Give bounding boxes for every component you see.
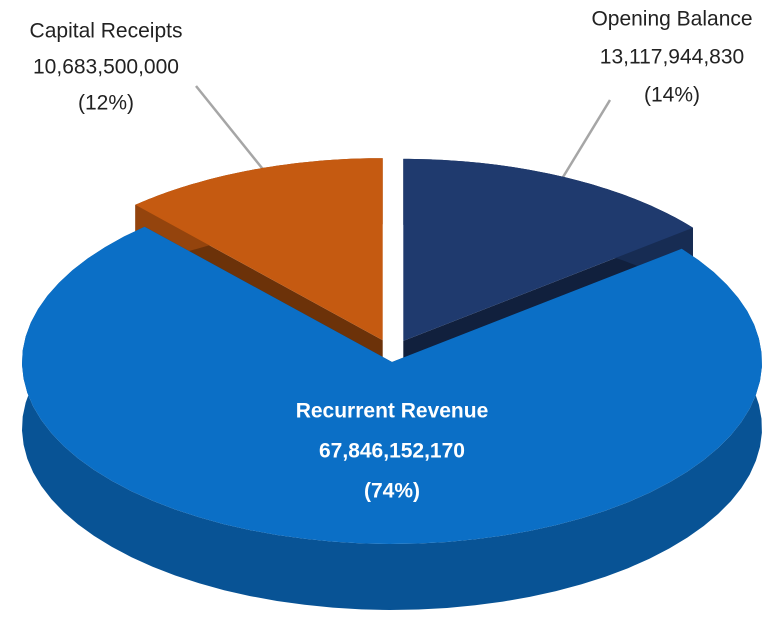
percent-label: (14%)	[644, 84, 700, 107]
slice-top	[403, 158, 693, 341]
pie-slice	[22, 226, 762, 610]
slice-label: Capital Receipts	[30, 20, 183, 43]
value-label: 67,846,152,170	[319, 440, 465, 463]
slice-label: Recurrent Revenue	[296, 400, 489, 423]
slice-top	[135, 158, 383, 341]
value-label: 10,683,500,000	[33, 56, 179, 79]
leader-line	[195, 85, 271, 179]
slice-top	[22, 226, 762, 544]
value-label: 13,117,944,830	[600, 46, 744, 69]
leader-line	[558, 99, 612, 183]
percent-label: (74%)	[364, 480, 420, 503]
percent-label: (12%)	[78, 92, 134, 115]
slice-label: Opening Balance	[591, 8, 752, 31]
